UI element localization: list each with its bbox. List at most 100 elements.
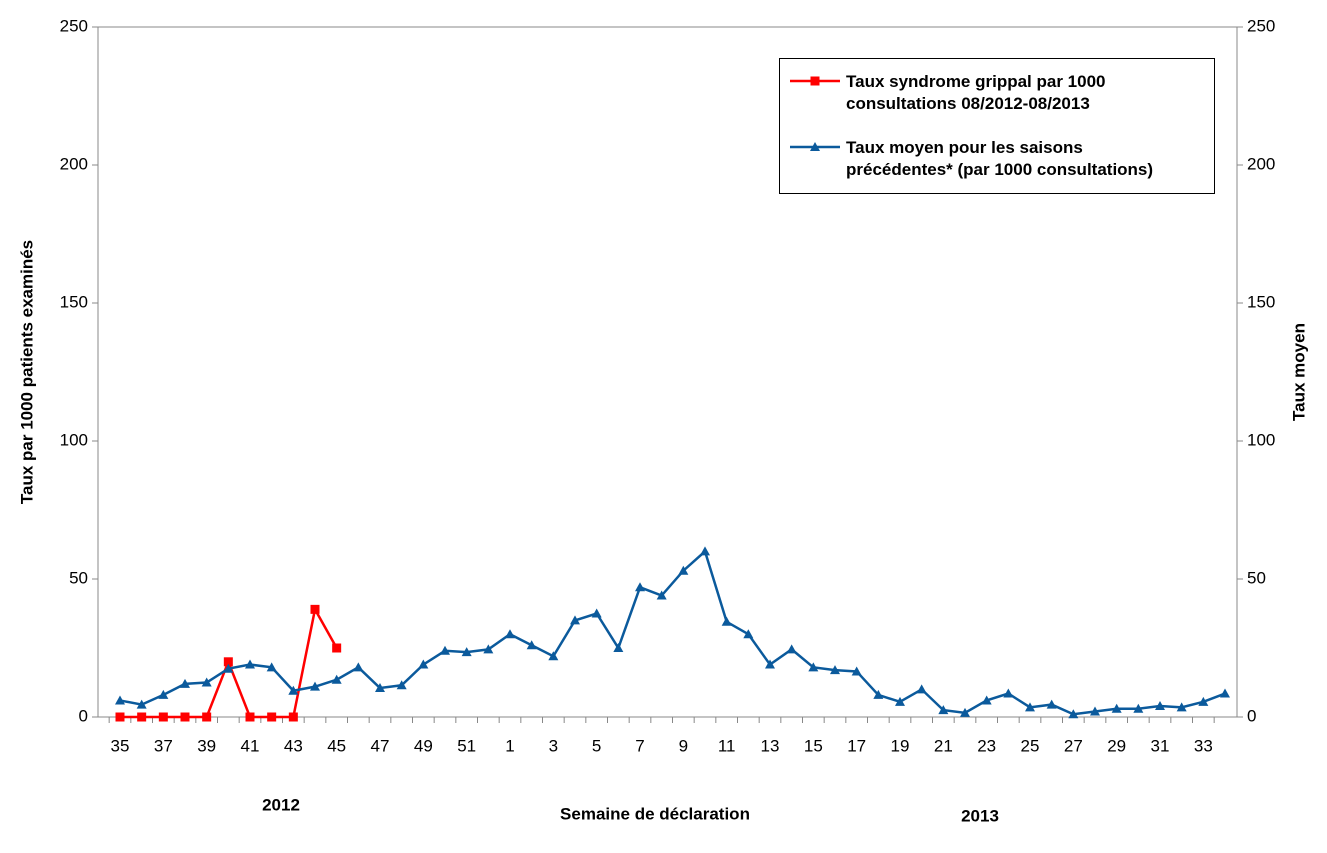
- marker: [115, 712, 125, 722]
- marker: [288, 712, 298, 722]
- x-tick-label: 21: [934, 736, 953, 755]
- marker: [1133, 703, 1144, 713]
- x-tick-label: 25: [1021, 736, 1040, 755]
- y2-tick-label: 50: [1247, 568, 1266, 587]
- series-line: [119, 549, 1226, 716]
- marker: [223, 663, 234, 673]
- legend: Taux syndrome grippal par 1000 consultat…: [779, 58, 1215, 194]
- marker: [266, 662, 277, 672]
- marker: [245, 712, 255, 722]
- y2-tick-label: 200: [1247, 154, 1275, 173]
- marker: [223, 657, 233, 667]
- x-tick-label: 29: [1107, 736, 1126, 755]
- marker: [808, 662, 819, 672]
- marker: [830, 665, 840, 675]
- marker: [1198, 696, 1209, 706]
- marker: [1220, 688, 1230, 698]
- marker: [743, 629, 754, 639]
- x-tick-label: 41: [241, 736, 260, 755]
- marker: [136, 699, 147, 709]
- x-tick-label: 17: [847, 736, 866, 755]
- marker: [938, 705, 949, 715]
- marker: [1155, 700, 1165, 710]
- x-tick-label: 37: [154, 736, 173, 755]
- legend-key: [790, 76, 840, 86]
- marker: [310, 681, 320, 691]
- y-tick-label: 250: [60, 16, 88, 35]
- marker: [570, 615, 580, 625]
- marker: [288, 685, 299, 695]
- marker: [786, 644, 797, 654]
- marker: [267, 712, 277, 722]
- marker: [1111, 703, 1122, 713]
- y-tick-label: 150: [60, 292, 88, 311]
- x-tick-label: 5: [592, 736, 601, 755]
- x-tick-label: 43: [284, 736, 303, 755]
- legend-item: Taux syndrome grippal par 1000 consultat…: [790, 71, 1204, 115]
- marker: [158, 712, 168, 722]
- marker: [461, 647, 472, 657]
- marker: [245, 659, 255, 669]
- x-tick-label: 33: [1194, 736, 1213, 755]
- marker: [981, 695, 992, 705]
- marker: [396, 680, 407, 690]
- y-tick-label: 0: [79, 706, 88, 725]
- marker: [137, 712, 147, 722]
- marker: [656, 590, 667, 600]
- x-tick-label: 23: [977, 736, 996, 755]
- marker: [180, 712, 190, 722]
- y2-tick-label: 150: [1247, 292, 1275, 311]
- x-tick-label: 7: [635, 736, 644, 755]
- marker: [418, 659, 429, 669]
- annotation: 2013: [961, 806, 999, 825]
- annotation: 2012: [262, 795, 300, 814]
- marker: [332, 643, 342, 653]
- marker: [700, 546, 710, 556]
- marker: [201, 677, 212, 687]
- marker: [1176, 702, 1187, 712]
- x-tick-label: 31: [1151, 736, 1170, 755]
- y-tick-label: 200: [60, 154, 88, 173]
- legend-label: Taux syndrome grippal par 1000 consultat…: [846, 72, 1106, 113]
- marker: [505, 629, 515, 639]
- x-tick-label: 9: [679, 736, 688, 755]
- x-tick-label: 3: [549, 736, 558, 755]
- y2-axis-title: Taux moyen: [1289, 323, 1308, 421]
- marker: [180, 678, 190, 688]
- marker: [202, 712, 212, 722]
- x-tick-label: 45: [327, 736, 346, 755]
- x-tick-label: 13: [761, 736, 780, 755]
- legend-marker: [810, 142, 820, 151]
- marker: [548, 651, 559, 661]
- y-axis-title: Taux par 1000 patients examinés: [17, 240, 36, 504]
- x-tick-label: 49: [414, 736, 433, 755]
- marker: [960, 707, 970, 717]
- marker: [483, 644, 494, 654]
- x-tick-label: 1: [505, 736, 514, 755]
- x-tick-label: 19: [891, 736, 910, 755]
- marker: [1046, 699, 1057, 709]
- x-tick-label: 47: [371, 736, 390, 755]
- marker: [1003, 688, 1014, 698]
- marker: [310, 604, 320, 614]
- marker: [1090, 706, 1100, 716]
- marker: [851, 666, 862, 676]
- legend-label: Taux moyen pour les saisons précédentes*…: [846, 138, 1154, 179]
- marker: [331, 674, 342, 684]
- y2-tick-label: 250: [1247, 16, 1275, 35]
- marker: [635, 582, 645, 592]
- marker: [1025, 702, 1035, 712]
- marker: [765, 659, 775, 669]
- legend-item: Taux moyen pour les saisons précédentes*…: [790, 137, 1204, 181]
- x-tick-label: 35: [111, 736, 130, 755]
- x-tick-label: 15: [804, 736, 823, 755]
- y-tick-label: 100: [60, 430, 88, 449]
- y-tick-label: 50: [69, 568, 88, 587]
- y2-tick-label: 0: [1247, 706, 1256, 725]
- marker: [158, 689, 169, 699]
- x-tick-label: 51: [457, 736, 476, 755]
- legend-key: [790, 142, 840, 151]
- x-tick-label: 11: [718, 736, 736, 755]
